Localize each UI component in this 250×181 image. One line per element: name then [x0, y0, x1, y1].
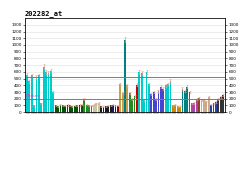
Bar [210, 105, 212, 112]
Bar [88, 106, 90, 112]
Bar [38, 75, 40, 112]
Bar [206, 102, 207, 112]
Bar [220, 97, 222, 112]
Text: 202282_at: 202282_at [25, 10, 63, 17]
Bar [76, 106, 78, 112]
Bar [215, 102, 217, 112]
Bar [160, 87, 162, 112]
Bar [64, 106, 66, 112]
Bar [90, 106, 92, 112]
Bar [126, 85, 128, 112]
Bar [84, 99, 85, 112]
Bar [186, 87, 188, 112]
Bar [69, 106, 71, 112]
Bar [33, 106, 35, 112]
Bar [218, 99, 219, 112]
Bar [155, 99, 157, 112]
Bar [86, 105, 87, 112]
Bar [28, 81, 30, 112]
Bar [96, 104, 97, 112]
Bar [162, 89, 164, 112]
Bar [153, 92, 154, 112]
Bar [36, 77, 38, 112]
Bar [212, 104, 214, 112]
Bar [167, 84, 169, 112]
Bar [222, 95, 224, 112]
Bar [174, 105, 176, 112]
Bar [201, 100, 202, 112]
Bar [122, 93, 124, 112]
Bar [45, 72, 47, 112]
Bar [198, 98, 200, 112]
Bar [72, 106, 73, 112]
Bar [138, 72, 140, 112]
Bar [124, 40, 126, 112]
Bar [50, 71, 52, 112]
Bar [208, 97, 210, 112]
Bar [134, 96, 136, 112]
Bar [79, 105, 80, 112]
Bar [131, 99, 133, 112]
Bar [194, 103, 195, 112]
Bar [191, 104, 193, 112]
Bar [67, 105, 68, 112]
Bar [136, 85, 138, 112]
Bar [55, 106, 56, 112]
Bar [112, 105, 114, 112]
Bar [110, 106, 112, 112]
Bar [93, 105, 95, 112]
Bar [141, 73, 143, 112]
Bar [52, 92, 54, 112]
Bar [203, 99, 205, 112]
Bar [40, 104, 42, 112]
Bar [143, 100, 145, 112]
Bar [31, 75, 32, 112]
Bar [150, 94, 152, 112]
Bar [172, 106, 174, 112]
Bar [81, 105, 83, 112]
Bar [98, 103, 100, 112]
Bar [182, 89, 183, 112]
Bar [100, 106, 102, 112]
Bar [62, 106, 64, 112]
Bar [60, 105, 61, 112]
Bar [119, 84, 121, 112]
Bar [148, 84, 150, 112]
Bar [117, 106, 119, 112]
Bar [48, 73, 49, 112]
Bar [165, 85, 166, 112]
Bar [107, 106, 109, 112]
Bar [114, 106, 116, 112]
Bar [158, 91, 160, 112]
Bar [196, 99, 198, 112]
Bar [74, 106, 76, 112]
Bar [189, 92, 190, 112]
Bar [146, 72, 148, 112]
Bar [177, 106, 178, 112]
Bar [57, 106, 59, 112]
Bar [102, 106, 104, 112]
Bar [26, 75, 28, 112]
Bar [184, 91, 186, 112]
Bar [179, 107, 181, 112]
Bar [105, 106, 107, 112]
Bar [129, 93, 131, 112]
Bar [170, 81, 171, 112]
Bar [43, 66, 44, 112]
Text: Median: Median [26, 94, 40, 98]
